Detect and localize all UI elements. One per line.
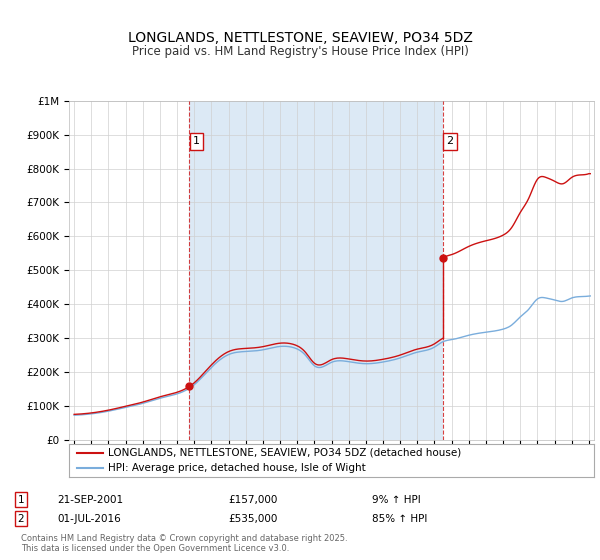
Text: HPI: Average price, detached house, Isle of Wight: HPI: Average price, detached house, Isle…	[109, 463, 366, 473]
Text: 9% ↑ HPI: 9% ↑ HPI	[372, 494, 421, 505]
Text: 1: 1	[193, 137, 200, 147]
Text: 1: 1	[17, 494, 25, 505]
Bar	[190, 101, 443, 440]
Text: Contains HM Land Registry data © Crown copyright and database right 2025.
This d: Contains HM Land Registry data © Crown c…	[21, 534, 347, 553]
Text: £535,000: £535,000	[228, 514, 277, 524]
Text: 85% ↑ HPI: 85% ↑ HPI	[372, 514, 427, 524]
Text: £157,000: £157,000	[228, 494, 277, 505]
Text: 2: 2	[446, 137, 454, 147]
Text: LONGLANDS, NETTLESTONE, SEAVIEW, PO34 5DZ: LONGLANDS, NETTLESTONE, SEAVIEW, PO34 5D…	[128, 31, 472, 45]
Text: 2: 2	[17, 514, 25, 524]
Text: LONGLANDS, NETTLESTONE, SEAVIEW, PO34 5DZ (detached house): LONGLANDS, NETTLESTONE, SEAVIEW, PO34 5D…	[109, 447, 461, 458]
Text: Price paid vs. HM Land Registry's House Price Index (HPI): Price paid vs. HM Land Registry's House …	[131, 45, 469, 58]
Text: 01-JUL-2016: 01-JUL-2016	[57, 514, 121, 524]
Text: 21-SEP-2001: 21-SEP-2001	[57, 494, 123, 505]
